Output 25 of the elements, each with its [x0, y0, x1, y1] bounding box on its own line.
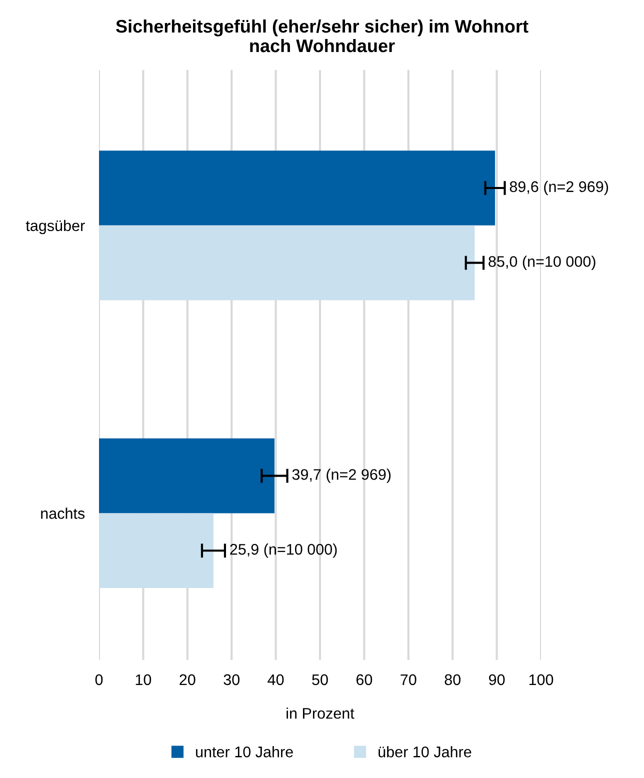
data-label: 85,0 (n=10 000)	[488, 256, 596, 270]
y-tick-label: tagsüber	[26, 220, 85, 234]
x-tick-label: 0	[95, 674, 103, 686]
chart-title: Sicherheitsgefühl (eher/sehr sicher) im Wohnort nach Wohndauer	[116, 19, 528, 52]
legend-label: unter 10 Jahre	[196, 746, 293, 758]
x-tick-label: 100	[529, 674, 554, 686]
bar	[99, 225, 475, 300]
data-label: 25,9 (n=10 000)	[230, 544, 337, 558]
x-tick-label: 80	[444, 674, 460, 686]
x-tick-label: 10	[136, 674, 152, 686]
x-tick-label: 20	[180, 674, 196, 686]
bar	[99, 438, 274, 514]
x-tick-label: 90	[489, 674, 505, 686]
y-tick-label: nachts	[41, 508, 85, 519]
legend-label: über 10 Jahre	[378, 746, 472, 758]
x-tick-label: 40	[268, 674, 284, 686]
x-tick-label: 70	[400, 674, 416, 686]
data-label: 89,6 (n=2 969)	[510, 180, 608, 196]
bar	[99, 150, 496, 226]
data-label: 39,7 (n=2 969)	[292, 468, 391, 483]
x-tick-label: 30	[224, 674, 240, 686]
bar	[99, 513, 214, 588]
x-tick-label: 60	[356, 674, 372, 686]
x-tick-label: 50	[312, 674, 328, 686]
x-axis-title: in Prozent	[286, 708, 354, 719]
